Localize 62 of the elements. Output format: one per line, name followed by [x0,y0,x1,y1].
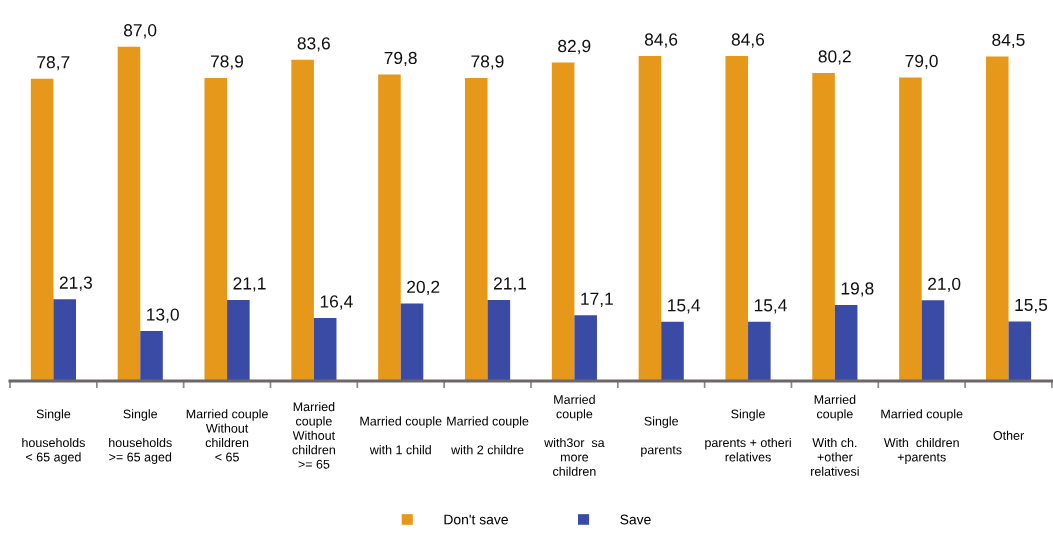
category-label: Married couple With children +parents [881,409,963,464]
bar [378,74,401,381]
bar [834,304,858,381]
data-label: 21,3 [59,276,92,291]
data-label: 78,9 [471,55,504,70]
data-label: 78,9 [210,55,244,70]
bar [661,321,684,381]
data-label: 83,6 [297,37,330,52]
data-label: 15,4 [668,299,701,314]
bar [313,318,337,381]
category-label: Married couple With ch. +other relativesi [811,394,859,476]
bar [30,78,54,381]
data-label: 79,8 [384,51,417,67]
category-label: Single parents + otheri relatives [705,409,791,462]
bar [464,77,488,381]
data-label: 87,0 [123,24,157,39]
x-tick-label: Married couple Without children >= 65 [292,401,335,469]
category-label: Married couple with 2 childre [447,416,529,455]
data-label: 21,1 [233,277,266,292]
bar [725,56,749,381]
data-label: 19,8 [841,282,874,297]
bar [551,62,575,381]
bar [227,299,250,381]
bar [899,77,922,381]
data-label: 82,9 [558,39,591,55]
bar [487,299,511,381]
bar [1008,321,1032,381]
data-label: 15,4 [754,299,787,314]
data-label: 84,6 [644,33,678,48]
data-label: 16,4 [320,295,353,310]
bar [638,56,662,381]
data-label: 84,6 [731,33,765,48]
bar [574,315,597,381]
legend-label: Save [620,514,651,525]
data-label: 78,7 [37,56,70,71]
bar [53,299,76,381]
data-label: 84,5 [992,33,1025,49]
data-label: 17,1 [581,292,613,307]
bar [985,56,1009,381]
bar [748,321,771,381]
bar [400,303,424,381]
data-label: 15,5 [1015,298,1048,314]
x-tick-label: Other [993,430,1024,440]
bar [921,300,945,381]
data-label: 79,0 [905,54,938,70]
bar [117,46,141,381]
category-label: Single households >= 65 aged [109,409,172,464]
category-label: Married couple with 1 child [360,416,442,455]
data-label: 20,2 [407,280,440,296]
data-label: 13,0 [147,308,179,323]
data-label: 21,0 [928,277,961,292]
category-label: Single households < 65 aged [22,409,85,464]
bar [140,331,163,381]
bar [291,59,314,381]
category-label: Married couple with3or sa more children [544,394,605,476]
legend-label: Don't save [444,514,508,525]
bar [204,77,228,381]
x-tick-label: Married couple Without children < 65 [186,409,268,462]
data-label: 80,2 [818,50,851,65]
data-label: 21,1 [493,277,527,292]
bar [812,72,835,381]
category-label: Single parents [641,416,682,457]
